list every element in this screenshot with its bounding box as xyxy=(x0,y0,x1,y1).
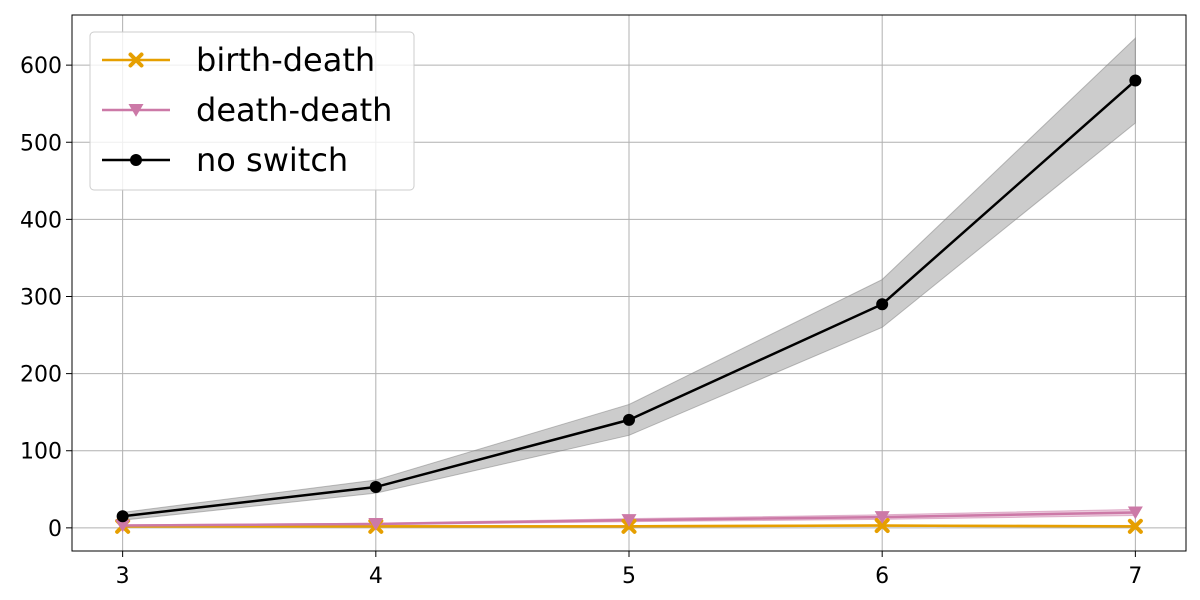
point-birth-death xyxy=(1127,518,1143,534)
legend-item-death-death: death-death xyxy=(102,91,392,129)
legend-marker xyxy=(130,154,142,166)
point-no-switch xyxy=(876,298,889,311)
x-tick-label: 5 xyxy=(622,564,636,589)
y-tick-label: 300 xyxy=(20,285,62,310)
x-axis: 3 4 5 6 7 xyxy=(116,551,1142,589)
point-death-death xyxy=(115,519,131,533)
y-tick-label: 500 xyxy=(20,131,62,156)
point-death-death xyxy=(621,514,637,527)
point-death-death xyxy=(1127,506,1143,520)
legend-marker xyxy=(128,52,144,68)
legend-label: death-death xyxy=(196,91,392,129)
y-axis: 0 100 200 300 400 500 600 xyxy=(20,54,72,542)
point-no-switch xyxy=(116,510,129,523)
legend-box xyxy=(89,31,415,191)
point-death-death xyxy=(368,518,384,531)
legend-item-birth-death: birth-death xyxy=(102,41,375,79)
point-no-switch xyxy=(369,480,382,493)
y-tick-label: 100 xyxy=(20,440,62,465)
legend-label: birth-death xyxy=(196,41,375,79)
legend-marker xyxy=(128,104,144,117)
legend-item-no-switch: no switch xyxy=(102,141,348,179)
x-tick-label: 4 xyxy=(369,564,383,589)
point-death-death xyxy=(874,511,890,524)
legend: birth-death death-death no switch xyxy=(89,31,415,191)
point-birth-death xyxy=(874,518,890,534)
x-tick-label: 7 xyxy=(1128,564,1142,589)
point-no-switch xyxy=(1129,74,1142,87)
x-tick-label: 3 xyxy=(116,564,130,589)
y-tick-label: 0 xyxy=(48,517,62,542)
y-tick-label: 400 xyxy=(20,208,62,233)
y-tick-label: 600 xyxy=(20,54,62,79)
y-tick-label: 200 xyxy=(20,363,62,388)
legend-label: no switch xyxy=(196,141,348,179)
point-no-switch xyxy=(623,413,635,426)
series-markers xyxy=(115,74,1143,534)
x-tick-label: 6 xyxy=(875,564,889,589)
